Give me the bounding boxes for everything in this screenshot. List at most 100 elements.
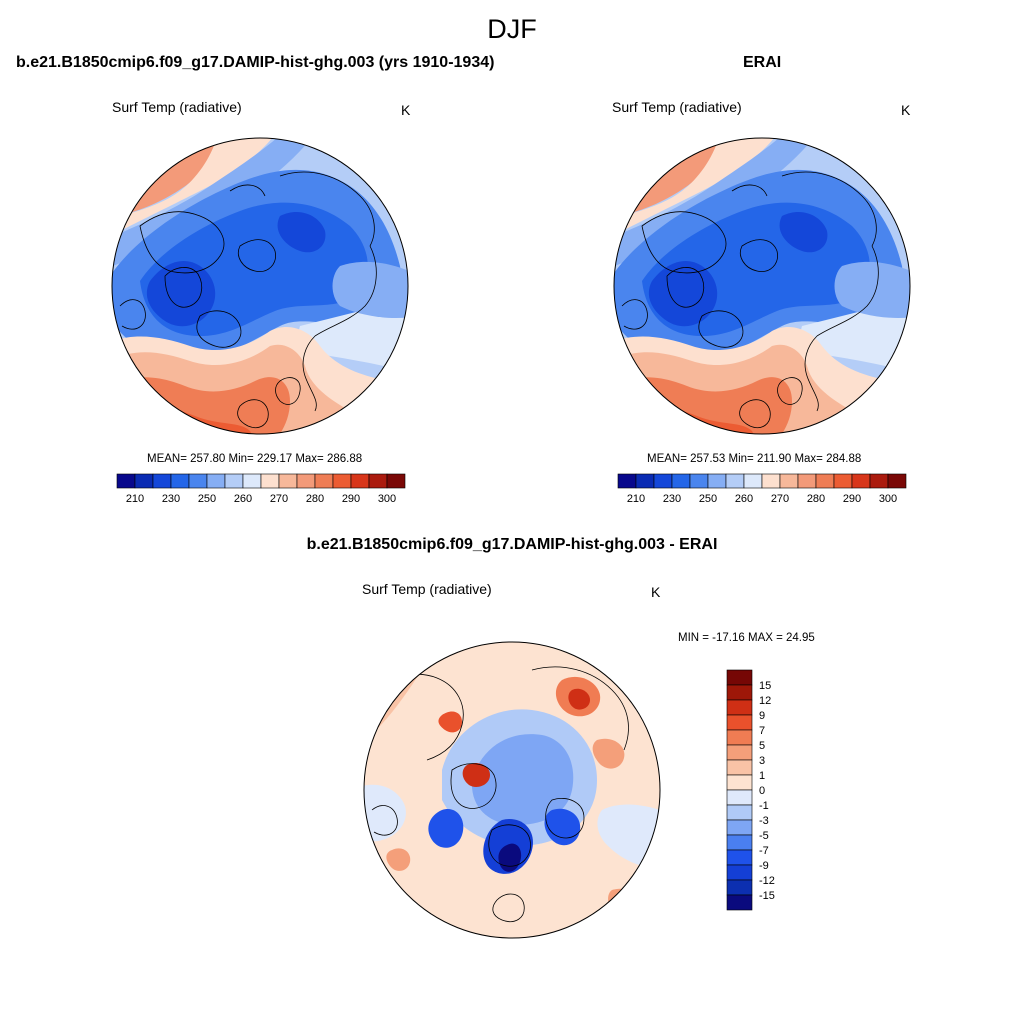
model-colorbar-tick-label: 260	[234, 493, 252, 505]
diff-colorbar-tick-label: 5	[759, 740, 765, 752]
diff-colorbar-box	[726, 684, 753, 701]
model-units-label: K	[401, 102, 411, 118]
obs-colorbar: 210 230 250 260 270 280 290 300	[617, 473, 907, 505]
obs-map-border	[613, 137, 911, 435]
diff-colorbar-tick-label: -3	[759, 815, 769, 827]
diff-units-label: K	[651, 584, 661, 600]
obs-colorbar-box	[815, 473, 835, 489]
obs-colorbar-box	[779, 473, 799, 489]
diff-stats: MIN = -17.16 MAX = 24.95	[678, 632, 815, 644]
model-colorbar-tick-label: 300	[378, 493, 396, 505]
model-colorbar-box	[116, 473, 136, 489]
obs-colorbar-tick-label: 230	[663, 493, 681, 505]
diff-colorbar-tick-label: -9	[759, 860, 769, 872]
diff-colorbar-tick-label: 15	[759, 680, 771, 692]
diff-colorbar-box	[726, 774, 753, 791]
obs-colorbar-box	[725, 473, 745, 489]
obs-colorbar-tick-label: 290	[843, 493, 861, 505]
diff-colorbar-box	[726, 729, 753, 746]
obs-colorbar-box	[653, 473, 673, 489]
model-colorbar-box	[296, 473, 316, 489]
diff-colorbar-tick-label: -5	[759, 830, 769, 842]
obs-colorbar-box	[743, 473, 763, 489]
model-colorbar-tick-label: 210	[126, 493, 144, 505]
model-colorbar-box	[260, 473, 280, 489]
diff-colorbar-tick-label: 7	[759, 725, 765, 737]
model-colorbar-box	[278, 473, 298, 489]
model-colorbar-box	[206, 473, 226, 489]
model-colorbar: 210 230 250 260 270 280 290 300	[116, 473, 406, 505]
diff-colorbar-box	[726, 789, 753, 806]
model-colorbar-tick-label: 280	[306, 493, 324, 505]
diff-colorbar-box	[726, 804, 753, 821]
model-panel-title: b.e21.B1850cmip6.f09_g17.DAMIP-hist-ghg.…	[16, 54, 495, 71]
diff-colorbar: 15 12 9 7 5 3 1 0 -1 -3 -5 -7 -9 -12 -15	[726, 669, 775, 911]
obs-colorbar-box	[887, 473, 907, 489]
model-map-border	[111, 137, 409, 435]
model-colorbar-box	[332, 473, 352, 489]
diff-colorbar-box	[726, 849, 753, 866]
obs-colorbar-tick-label: 300	[879, 493, 897, 505]
model-variable-label: Surf Temp (radiative)	[112, 99, 242, 115]
diff-colorbar-box	[726, 819, 753, 836]
diff-colorbar-tick-label: 12	[759, 695, 771, 707]
model-colorbar-box	[368, 473, 388, 489]
model-colorbar-box	[350, 473, 370, 489]
diff-colorbar-tick-label: 1	[759, 770, 765, 782]
diff-colorbar-box	[726, 699, 753, 716]
figure-title: DJF	[487, 14, 537, 44]
obs-colorbar-box	[707, 473, 727, 489]
diff-colorbar-box	[726, 744, 753, 761]
model-colorbar-box	[152, 473, 172, 489]
diff-colorbar-box	[726, 834, 753, 851]
diff-colorbar-tick-label: -1	[759, 800, 769, 812]
obs-colorbar-box	[617, 473, 637, 489]
obs-colorbar-tick-label: 280	[807, 493, 825, 505]
diff-colorbar-tick-label: 3	[759, 755, 765, 767]
obs-colorbar-tick-label: 250	[699, 493, 717, 505]
obs-colorbar-box	[761, 473, 781, 489]
model-colorbar-tick-label: 290	[342, 493, 360, 505]
model-colorbar-box	[224, 473, 244, 489]
model-colorbar-box	[188, 473, 208, 489]
diff-colorbar-box	[726, 864, 753, 881]
diff-variable-label: Surf Temp (radiative)	[362, 581, 492, 597]
diff-colorbar-box	[726, 714, 753, 731]
model-colorbar-tick-label: 270	[270, 493, 288, 505]
diff-map-border	[363, 641, 661, 939]
model-stats: MEAN= 257.80 Min= 229.17 Max= 286.88	[147, 453, 363, 465]
diff-colorbar-box	[726, 669, 753, 686]
obs-map	[614, 138, 910, 434]
diff-colorbar-tick-label: -15	[759, 890, 775, 902]
model-colorbar-box	[242, 473, 262, 489]
diff-colorbar-tick-label: 0	[759, 785, 765, 797]
obs-colorbar-tick-label: 270	[771, 493, 789, 505]
diff-colorbar-box	[726, 879, 753, 896]
obs-colorbar-box	[671, 473, 691, 489]
obs-colorbar-box	[851, 473, 871, 489]
obs-colorbar-box	[833, 473, 853, 489]
model-colorbar-tick-label: 230	[162, 493, 180, 505]
diff-colorbar-tick-label: -12	[759, 875, 775, 887]
model-colorbar-box	[314, 473, 334, 489]
diff-colorbar-box	[726, 894, 753, 911]
diff-colorbar-tick-label: -7	[759, 845, 769, 857]
obs-panel-title: ERAI	[743, 54, 782, 71]
obs-colorbar-tick-label: 260	[735, 493, 753, 505]
obs-colorbar-box	[797, 473, 817, 489]
obs-units-label: K	[901, 102, 911, 118]
obs-colorbar-box	[689, 473, 709, 489]
obs-colorbar-box	[869, 473, 889, 489]
model-map	[112, 138, 408, 434]
model-colorbar-tick-label: 250	[198, 493, 216, 505]
model-colorbar-box	[170, 473, 190, 489]
diff-colorbar-box	[726, 759, 753, 776]
diff-colorbar-tick-label: 9	[759, 710, 765, 722]
obs-stats: MEAN= 257.53 Min= 211.90 Max= 284.88	[647, 453, 862, 465]
obs-variable-label: Surf Temp (radiative)	[612, 99, 742, 115]
model-colorbar-box	[134, 473, 154, 489]
diff-panel-title: b.e21.B1850cmip6.f09_g17.DAMIP-hist-ghg.…	[306, 536, 718, 553]
obs-colorbar-tick-label: 210	[627, 493, 645, 505]
model-colorbar-box	[386, 473, 406, 489]
